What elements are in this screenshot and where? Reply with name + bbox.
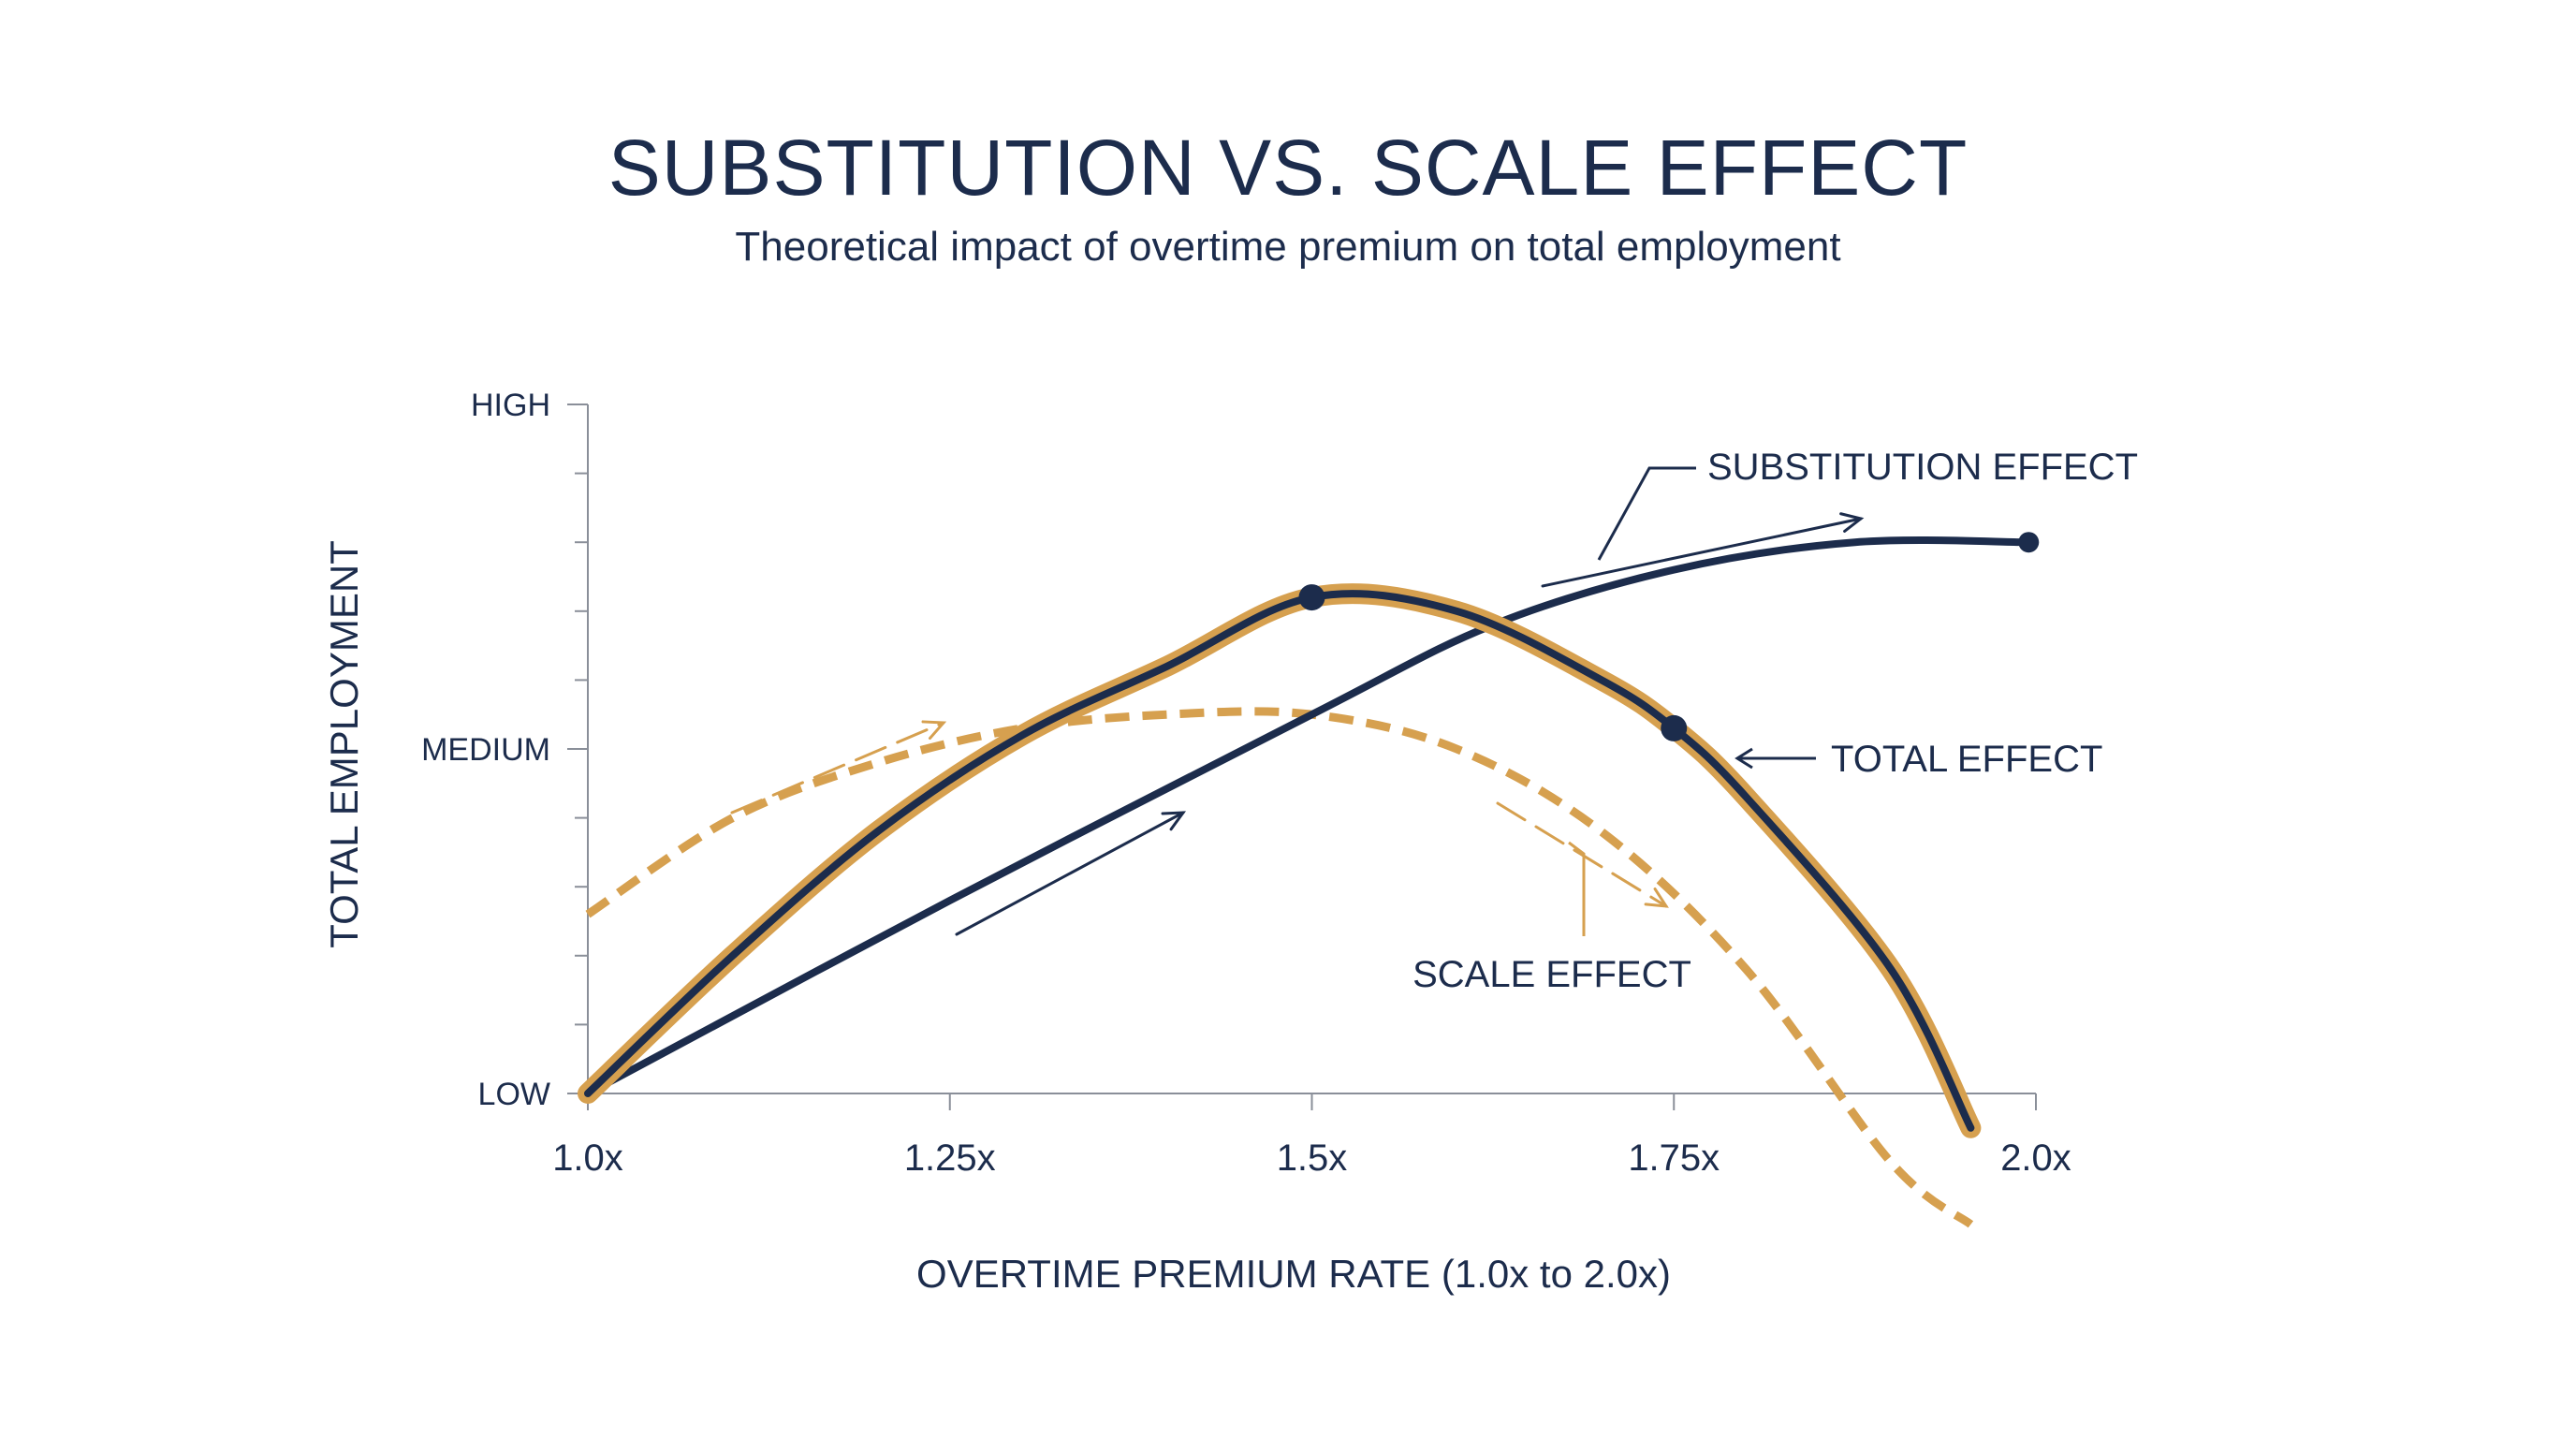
series-scale-line	[585, 707, 1974, 1228]
series-layer	[578, 532, 2040, 1228]
substitution-endpoint-marker	[2018, 532, 2040, 553]
annotation-total: TOTAL EFFECT	[1734, 739, 2102, 780]
annotation-scale: SCALE EFFECT	[1412, 841, 1691, 995]
x-tick-label: 1.25x	[904, 1137, 996, 1179]
annotation-scale-label: SCALE EFFECT	[1412, 954, 1691, 995]
substitution-arrow-upper-shaft	[1541, 517, 1863, 588]
total-point-marker	[1298, 584, 1325, 611]
chart-title: SUBSTITUTION VS. SCALE EFFECT	[608, 124, 1969, 212]
scale-arrow-rising-shaft	[730, 721, 945, 814]
annotation-total-label: TOTAL EFFECT	[1831, 739, 2102, 780]
total-point-marker	[1661, 714, 1688, 741]
total-pointer-arrowhead	[1734, 747, 1753, 770]
series-substitution-line	[584, 536, 2033, 1097]
y-axis-label: TOTAL EMPLOYMENT	[322, 540, 366, 948]
substitution-arrow-lower-head	[1161, 811, 1187, 831]
x-tick-label: 1.5x	[1277, 1137, 1348, 1179]
x-ticks: 1.0x 1.25x 1.5x 1.75x 2.0x	[552, 1093, 2071, 1179]
scale-arrow-falling-head	[1644, 888, 1669, 908]
y-tick-label: MEDIUM	[421, 732, 550, 768]
y-ticks: LOW MEDIUM HIGH	[421, 388, 588, 1112]
x-tick-label: 1.0x	[552, 1137, 623, 1179]
series-total-line	[584, 590, 1975, 1132]
x-tick-label: 1.75x	[1628, 1137, 1720, 1179]
substitution-leader-line	[1597, 466, 1696, 561]
substitution-arrow-upper-head	[1839, 512, 1865, 533]
effect-arrows	[730, 512, 1865, 936]
y-tick-label: LOW	[478, 1077, 550, 1112]
scale-arrow-rising-head	[921, 720, 947, 741]
chart-subtitle: Theoretical impact of overtime premium o…	[735, 224, 1840, 270]
annotation-substitution-label: SUBSTITUTION EFFECT	[1707, 447, 2138, 488]
scale-leader-line	[1568, 841, 1586, 936]
x-tick-label: 2.0x	[2000, 1137, 2071, 1179]
annotation-substitution: SUBSTITUTION EFFECT	[1597, 447, 2138, 561]
y-tick-label: HIGH	[471, 388, 550, 423]
series-total-highlight	[578, 583, 1982, 1138]
axes: LOW MEDIUM HIGH 1.0x 1.25x 1.5x 1.75x 2.0x	[421, 388, 2071, 1179]
x-axis-label: OVERTIME PREMIUM RATE (1.0x to 2.0x)	[916, 1252, 1671, 1296]
substitution-arrow-lower-shaft	[955, 811, 1185, 936]
scale-arrow-falling-shaft	[1496, 801, 1668, 908]
